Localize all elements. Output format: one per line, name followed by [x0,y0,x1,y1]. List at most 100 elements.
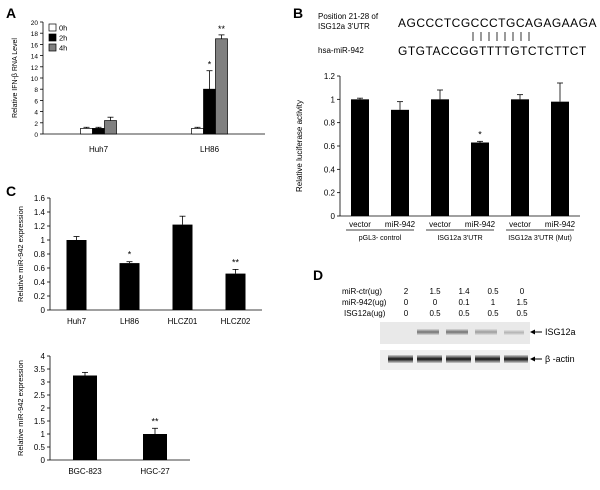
x-tick-label: BGC-823 [68,467,102,476]
y-axis-label: Relative luciferase activity [295,100,304,192]
blot-value: 0 [403,309,409,318]
actin-band [475,355,500,363]
y-tick-label: 1.5 [34,417,46,426]
legend-swatch [48,33,57,42]
bar [191,128,204,135]
y-axis-label: Relative miR-942 expression [16,360,25,456]
y-tick-label: 8 [34,87,38,94]
chart-b-luciferase: 0 0.2 0.4 0.6 0.8 1 1.2 Relative luciferase act… [295,72,580,242]
isg12a-band [504,330,524,335]
y-tick-label: 0 [34,132,38,139]
chart-c-liver-cells: 0 0.2 0.4 0.6 0.8 1 1.2 1.4 1.6 Relative miR-942 … [16,194,262,326]
x-tick-label: vector [509,220,531,229]
y-tick-label: 0 [331,212,336,221]
legend-swatch [48,23,57,32]
y-tick-label: 0.8 [324,119,336,128]
bar [391,109,409,216]
legend-swatch [48,43,57,52]
legend-label: 2h [59,34,67,43]
blot-value: 0 [432,298,438,307]
blot-value: 1.4 [458,287,470,296]
y-tick-label: 0.4 [34,278,46,287]
y-tick-label: 4 [34,110,38,117]
blot-value: 0 [519,287,525,296]
bar [511,99,529,216]
blot-value: 0.1 [458,298,470,307]
isg12a-arrowhead [530,329,535,335]
utr-sequence: AGCCCTCGCCCTGCAGAGAAGA [398,16,598,30]
isg12a-band [417,329,439,335]
x-tick-label: vector [349,220,371,229]
significance-marker: * [478,129,482,139]
legend-label: 0h [59,24,67,33]
group-label: pGL3- control [359,235,402,242]
blot-row-label-1: miR-ctr(ug) [342,287,382,296]
y-tick-label: 0.2 [324,189,336,198]
seed-pairing-lines [472,32,530,41]
significance-marker: ** [218,24,226,34]
y-tick-label: 1.2 [324,72,336,81]
bar [225,273,246,310]
isg12a-band [446,329,468,335]
y-tick-label: 1 [41,236,46,245]
blot-value: 0 [403,298,409,307]
y-tick-label: 0.6 [34,264,46,273]
y-tick-label: 18 [31,31,39,38]
x-tick-label: miR-942 [545,220,576,229]
band-label-isg12a: ISG12a [545,327,576,337]
y-axis-label: Relative IFN-β RNA Level [12,38,19,118]
significance-marker: * [128,250,132,260]
y-tick-label: 3.5 [34,365,46,374]
bar [143,434,167,460]
significance-marker: * [208,60,212,70]
bar [73,375,97,460]
blot-value: 1.5 [516,298,528,307]
bar [92,128,105,135]
x-tick-label: miR-942 [385,220,416,229]
actin-band [417,355,442,363]
group-label: ISG12a 3'UTR (Mut) [508,235,572,242]
panel-letter-b: B [293,5,304,21]
bar [471,142,489,216]
blot-value: 0.5 [458,309,470,318]
blot-row-label-3: ISG12a(ug) [344,309,386,318]
chart-a-ifn-beta: 0 2 4 6 8 10 12 14 16 18 20 Relative IFN-β RNA Leve… [12,20,265,154]
y-tick-label: 1.2 [34,222,46,231]
isg12a-band [475,329,497,335]
legend-label: 4h [59,44,67,53]
panel-letter-d: D [313,267,324,283]
y-tick-label: 0.4 [324,165,336,174]
group-label: ISG12a 3'UTR [437,235,482,242]
y-tick-label: 4 [41,352,46,361]
x-tick-label: LH86 [200,145,220,154]
y-tick-label: 1.6 [34,194,46,203]
bar [119,263,140,310]
x-tick-label: HLCZ02 [221,317,251,326]
y-tick-label: 2 [41,404,46,413]
x-tick-label: LH86 [120,317,140,326]
actin-arrowhead [530,356,535,362]
y-tick-label: 1 [41,430,46,439]
x-tick-label: vector [429,220,451,229]
y-tick-label: 2 [34,121,38,128]
blot-value: 0.5 [487,287,499,296]
y-tick-label: 0.5 [34,443,46,452]
blot-value: 0.5 [487,309,499,318]
y-tick-label: 1 [331,95,336,104]
y-tick-label: 16 [31,42,39,49]
blot-value: 2 [403,287,409,296]
y-tick-label: 1.4 [34,208,46,217]
x-tick-label: HLCZ01 [168,317,198,326]
actin-band [446,355,471,363]
y-tick-label: 0.8 [34,250,46,259]
bar [66,240,87,310]
bar [351,99,369,216]
y-tick-label: 0 [41,306,46,315]
blot-value: 0.5 [516,309,528,318]
panel-letter-c: C [6,183,17,199]
sequence-alignment: Position 21-28 of ISG12a 3'UTR AGCCCTCGC… [318,12,597,64]
significance-marker: ** [232,257,240,267]
y-axis-label: Relative miR-942 expression [16,206,25,302]
western-blot: miR-ctr(ug) miR-942(ug) ISG12a(ug) 2 1.5… [320,280,595,390]
blot-row-label-2: miR-942(ug) [342,298,387,307]
